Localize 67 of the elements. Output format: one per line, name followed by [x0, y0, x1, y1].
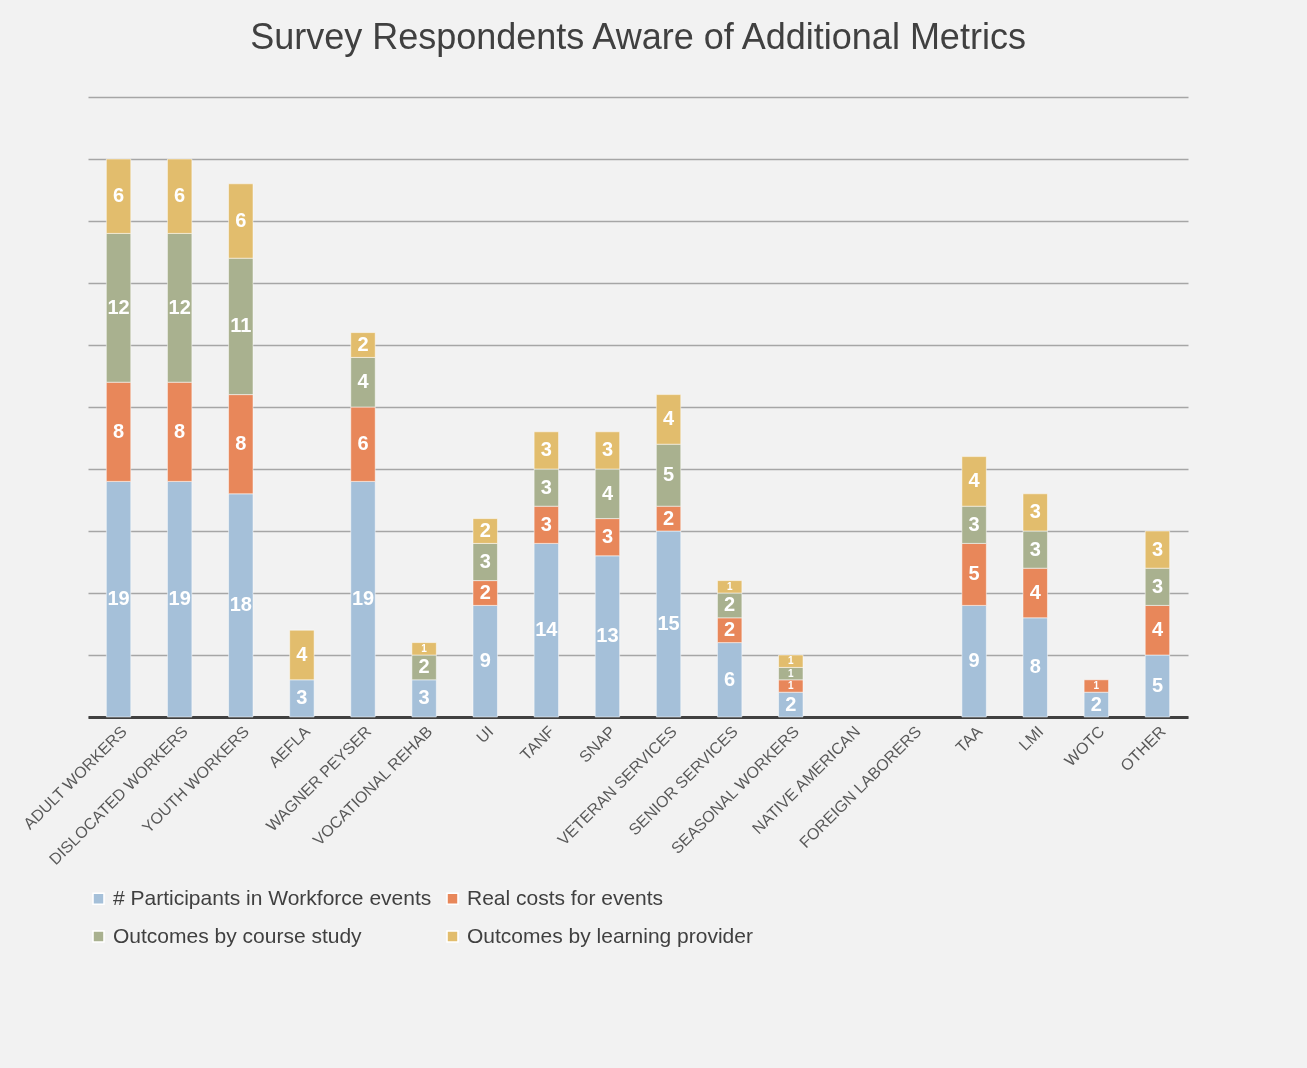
data-label: 4 — [968, 469, 981, 492]
data-label: 8 — [112, 419, 125, 442]
data-label: 3 — [1029, 500, 1041, 523]
data-label: 4 — [296, 643, 309, 665]
data-label: 8 — [174, 419, 186, 442]
legend-label: Outcomes by course study — [113, 923, 363, 947]
legend-label: Outcomes by learning provider — [467, 923, 753, 947]
data-label: 2 — [479, 519, 491, 541]
data-label: 3 — [418, 686, 430, 709]
data-label: 5 — [968, 562, 980, 585]
data-label: 3 — [296, 686, 308, 709]
chart-title: Survey Respondents Aware of Additional Metrics — [250, 16, 1026, 57]
x-tick-label: UI — [473, 722, 497, 747]
data-label: 3 — [601, 525, 614, 548]
data-label: 3 — [540, 475, 552, 498]
data-label: 2 — [662, 506, 675, 529]
data-label: 6 — [235, 209, 247, 231]
data-label: 6 — [724, 667, 736, 690]
data-label: 2 — [724, 618, 736, 641]
legend-label: Real costs for events — [467, 885, 664, 909]
data-label: 1 — [1093, 680, 1100, 691]
data-label: 12 — [107, 295, 130, 318]
data-label: 4 — [1029, 581, 1042, 603]
data-label: 19 — [168, 587, 191, 610]
data-label: 14 — [535, 618, 559, 641]
data-label: 9 — [479, 649, 491, 672]
data-label: 2 — [724, 593, 736, 616]
data-label: 2 — [479, 581, 491, 603]
legend-label: # Participants in Workforce events — [113, 885, 432, 909]
data-label: 1 — [726, 580, 733, 592]
data-label: 2 — [357, 333, 369, 355]
data-label: 3 — [1151, 574, 1164, 597]
data-label: 3 — [540, 438, 552, 461]
data-label: 1 — [421, 642, 428, 654]
data-label: 12 — [168, 295, 191, 318]
data-label: 4 — [662, 407, 675, 430]
data-label: 3 — [540, 512, 552, 535]
data-label: 3 — [1151, 537, 1164, 560]
x-tick-label: LMI — [1015, 722, 1047, 754]
data-label: 15 — [657, 612, 680, 634]
data-label: 19 — [351, 587, 375, 610]
data-label: 11 — [230, 314, 252, 337]
data-label: 2 — [418, 655, 430, 678]
data-label: 2 — [1090, 692, 1102, 715]
data-label: 1 — [788, 667, 794, 679]
data-label: 2 — [785, 692, 797, 715]
data-label: 6 — [174, 184, 186, 207]
data-label: 5 — [1151, 674, 1164, 696]
data-label: 3 — [968, 512, 980, 535]
data-label: 13 — [596, 624, 619, 647]
data-label: 8 — [235, 432, 247, 455]
data-label: 3 — [479, 550, 491, 572]
data-label: 6 — [357, 432, 369, 455]
data-label: 19 — [107, 587, 130, 610]
data-label: 4 — [357, 370, 370, 393]
x-tick-label: TAA — [952, 722, 986, 756]
data-label: 8 — [1029, 655, 1041, 678]
data-label: 9 — [968, 649, 980, 672]
data-label: 5 — [662, 463, 675, 486]
data-label: 4 — [1151, 618, 1164, 641]
data-label: 3 — [601, 438, 614, 461]
data-label: 18 — [229, 593, 252, 616]
data-label: 3 — [1029, 537, 1041, 560]
data-label: 6 — [112, 184, 125, 207]
data-label: 1 — [788, 655, 794, 667]
data-label: 4 — [601, 481, 614, 504]
data-label: 1 — [788, 680, 794, 691]
